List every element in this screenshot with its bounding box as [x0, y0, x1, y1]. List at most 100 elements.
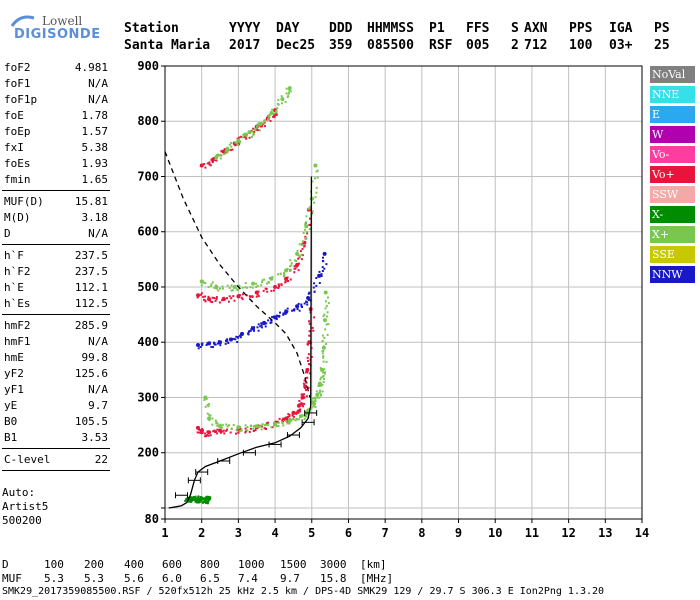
trace-dot	[318, 384, 321, 387]
trace-dot	[257, 129, 260, 132]
trace-dot	[226, 425, 229, 428]
trace-dot	[240, 296, 243, 299]
trace-dot	[315, 277, 318, 279]
trace-point	[303, 384, 308, 389]
trace-dot	[239, 141, 241, 144]
trace-dot	[256, 123, 259, 126]
line1-cell: 3000	[320, 558, 347, 571]
trace-dot	[206, 412, 209, 415]
trace-dot	[314, 196, 317, 199]
trace-dot	[270, 289, 273, 292]
trace-dot	[305, 230, 308, 233]
trace-dot	[209, 300, 212, 303]
trace-dot	[184, 499, 187, 502]
trace-dot	[327, 296, 329, 299]
trace-dot	[265, 282, 268, 285]
trace-dot	[247, 330, 250, 333]
trace-dot	[276, 102, 279, 105]
trace-point	[284, 276, 289, 281]
trace-dot	[319, 378, 322, 381]
trace-dot	[308, 320, 310, 323]
trace-dot	[253, 130, 256, 133]
param-row: hmF2 285.9	[2, 318, 110, 334]
trace-dot	[255, 125, 258, 128]
trace-dot	[306, 371, 309, 374]
trace-dot	[322, 315, 325, 318]
trace-dot	[287, 95, 290, 98]
trace-dot	[305, 389, 307, 392]
trace-dot	[266, 290, 269, 293]
trace-dot	[298, 255, 301, 258]
trace-dot	[259, 325, 262, 328]
trace-dot	[272, 115, 275, 118]
trace-point	[307, 340, 312, 345]
trace-dot	[249, 329, 252, 332]
param-value: 285.9	[74, 319, 108, 332]
trace-dot	[255, 282, 258, 285]
trace-dot	[320, 376, 323, 379]
trace-dot	[283, 275, 285, 278]
trace-dot	[223, 148, 226, 151]
trace-dot	[319, 394, 322, 397]
trace-dot	[323, 377, 325, 380]
trace-dot	[248, 136, 251, 139]
trace-dot	[313, 396, 316, 399]
header-label-3: DDD	[329, 21, 353, 36]
trace-point	[258, 122, 263, 127]
trace-dot	[262, 122, 265, 125]
trace-dot	[241, 136, 244, 139]
trace-dot	[244, 286, 247, 289]
trace-dot	[283, 271, 286, 274]
trace-dot	[198, 428, 201, 431]
param-row: foF2 4.981	[2, 60, 110, 76]
trace-dot	[302, 232, 305, 234]
trace-dot	[295, 412, 298, 415]
trace-dot	[314, 177, 316, 180]
trace-dot	[223, 432, 226, 435]
trace-dot	[321, 340, 324, 342]
param-value: 105.5	[74, 415, 108, 428]
trace-dot	[206, 433, 209, 436]
x-tick-label: 2	[198, 526, 205, 540]
trace-dot	[226, 428, 228, 431]
trace-point	[218, 428, 223, 433]
trace-dot	[189, 500, 192, 503]
trace-dot	[252, 430, 255, 432]
trace-dot	[275, 110, 277, 113]
legend-item-vo-: Vo+	[650, 166, 695, 183]
trace-dot	[246, 426, 249, 429]
param-separator	[2, 244, 110, 245]
trace-dot	[306, 232, 309, 235]
trace-dot	[276, 107, 279, 110]
trace-dot	[277, 283, 280, 286]
legend-item-ssw: SSW	[650, 186, 695, 203]
param-row: fmin 1.65	[2, 172, 110, 188]
trace-dot	[206, 502, 209, 505]
header-label-4: HHMMSS	[367, 21, 414, 36]
trace-dot	[262, 289, 265, 292]
trace-dot	[215, 298, 218, 300]
trace-dot	[209, 434, 212, 437]
trace-dot	[267, 421, 270, 424]
param-value: 125.6	[74, 367, 108, 380]
trace-dot	[219, 287, 221, 290]
trace-dot	[207, 286, 210, 289]
trace-dot	[255, 286, 258, 288]
trace-point	[247, 130, 252, 135]
trace-dot	[325, 323, 328, 326]
param-value: 237.5	[74, 265, 108, 278]
trace-dot	[293, 265, 296, 268]
trace-dot	[323, 267, 326, 270]
trace-dot	[215, 430, 218, 433]
trace-point	[221, 297, 226, 302]
trace-dot	[187, 500, 190, 503]
legend-item-vo-: Vo-	[650, 146, 695, 163]
trace-dot	[245, 430, 247, 433]
trace-dot	[231, 148, 234, 151]
trace-dot	[211, 301, 214, 303]
trace-dot	[289, 269, 292, 272]
trace-point	[236, 425, 241, 430]
line2-cell: 7.4	[238, 572, 258, 585]
trace-point	[203, 395, 208, 400]
trace-dot	[201, 428, 204, 430]
